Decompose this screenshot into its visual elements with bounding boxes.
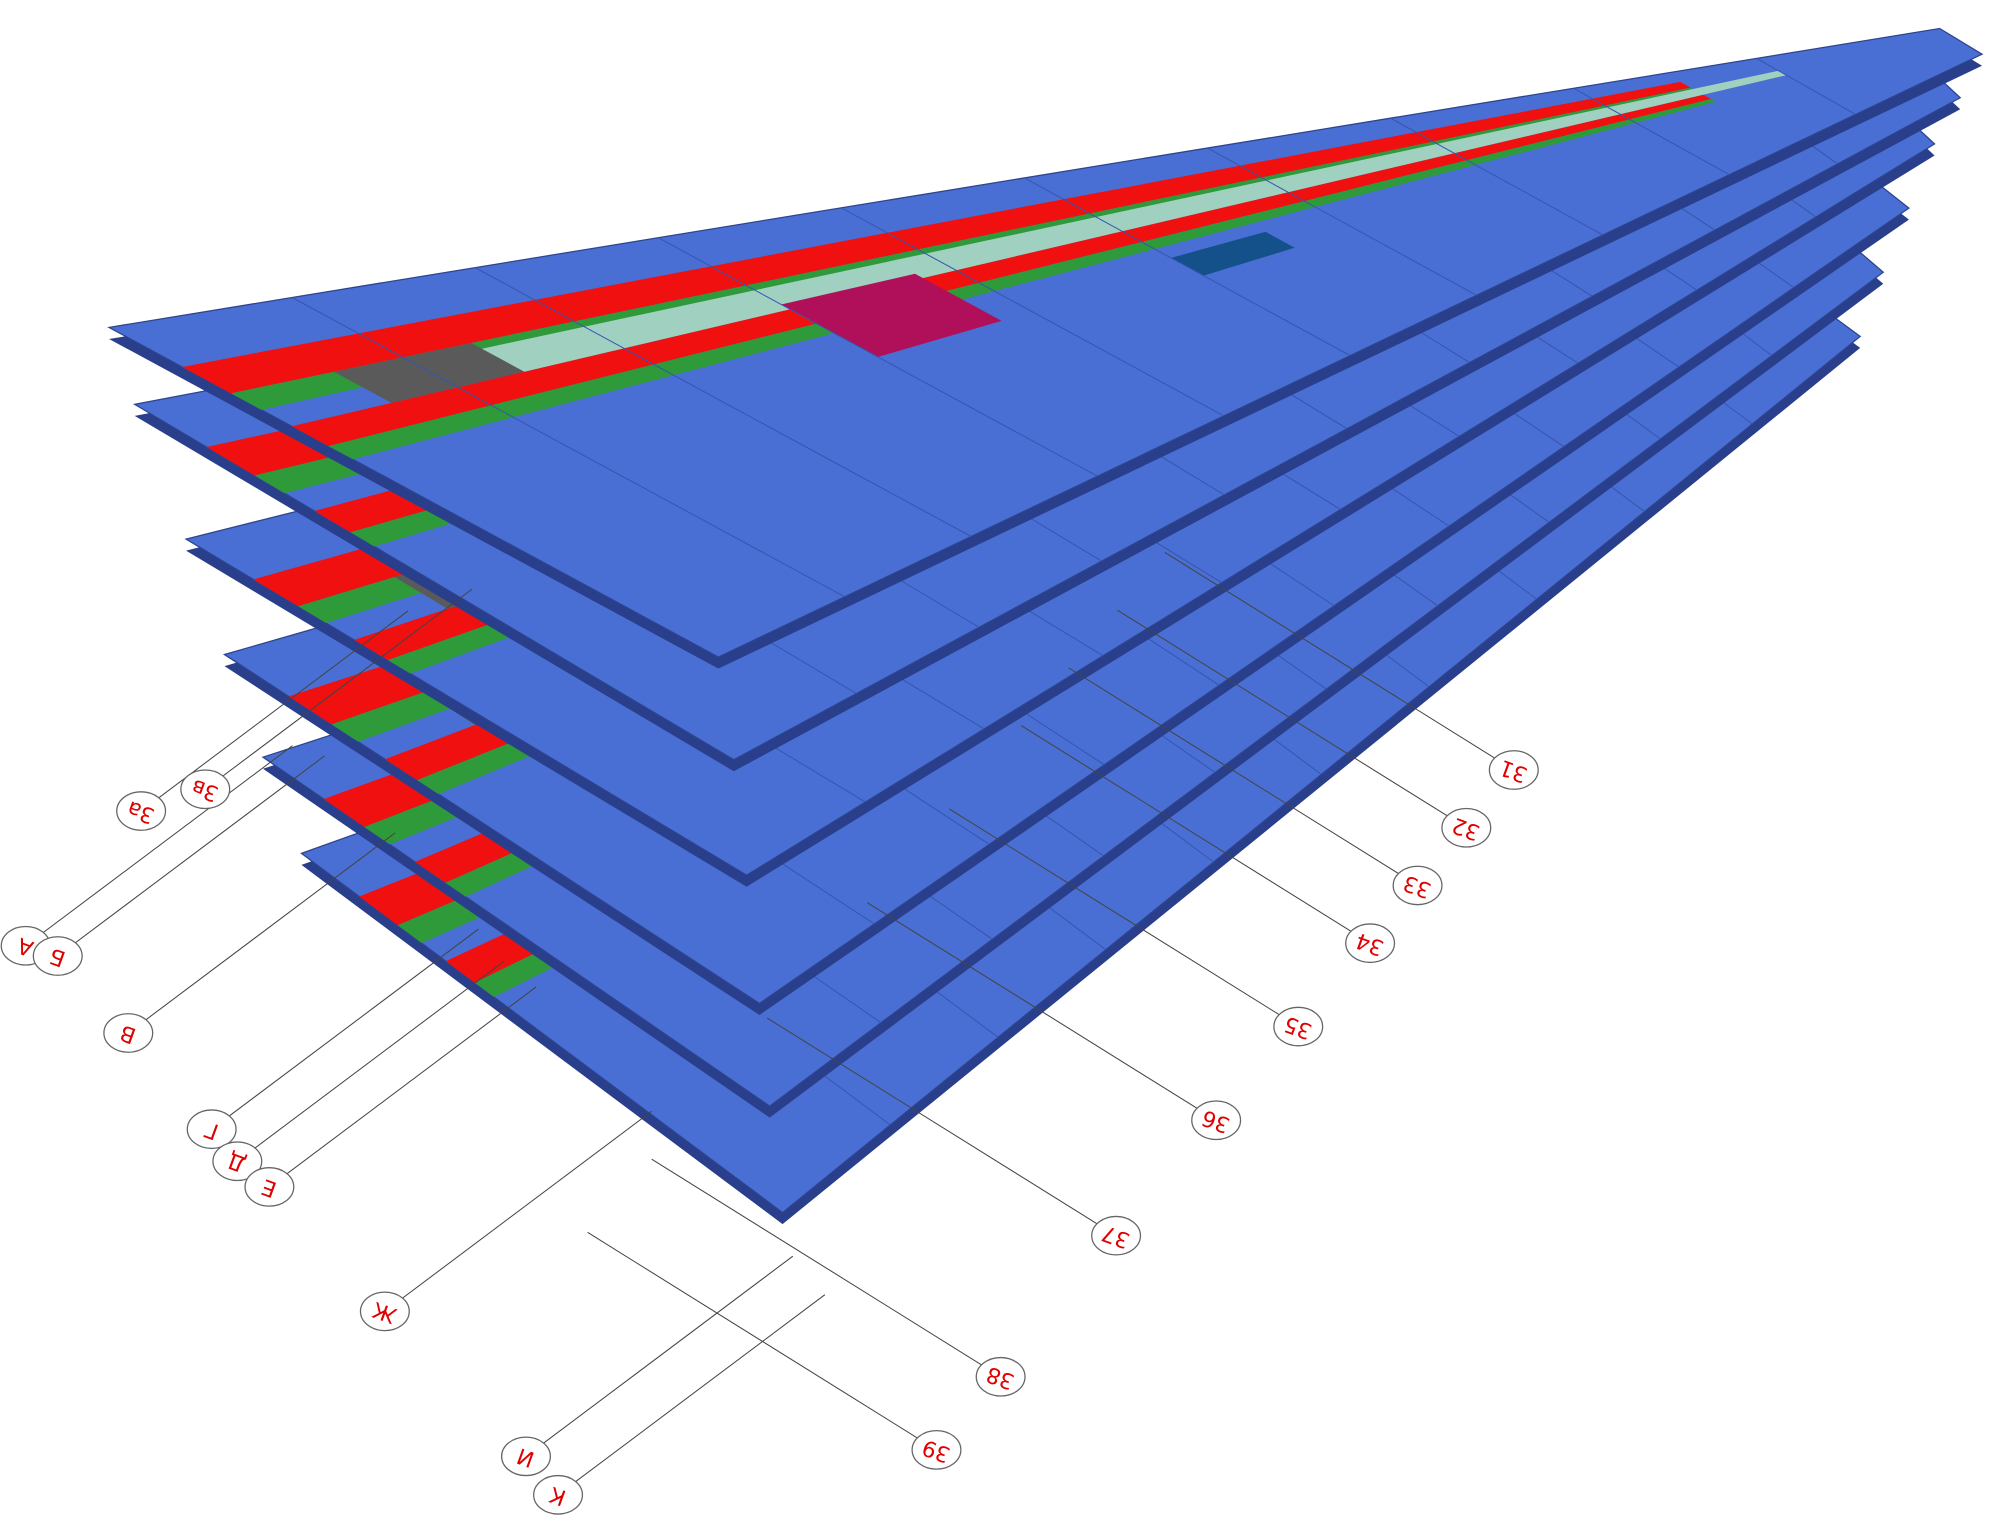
axis-line [949, 808, 1299, 1028]
axis-line [204, 588, 473, 790]
axis-bubble [359, 1291, 410, 1332]
slab-joint [1756, 57, 1856, 115]
slab-joint [1207, 147, 1477, 296]
axis-line [384, 1110, 653, 1312]
axis-bubble [1345, 923, 1396, 964]
slab-joint [1573, 87, 1730, 176]
slab-joint [291, 297, 846, 598]
axis-line [557, 1294, 826, 1496]
axis-line [1117, 609, 1467, 829]
axis-line [269, 986, 537, 1188]
axis-bubble [186, 1109, 237, 1150]
axis-line [237, 960, 505, 1162]
axis-bubble [1488, 750, 1539, 790]
slab-joint [841, 207, 1225, 417]
band-teal [481, 70, 1787, 372]
axis-line [127, 832, 396, 1034]
axis-line [651, 1158, 1001, 1378]
band-red [182, 81, 1691, 394]
axis-line [587, 1231, 937, 1451]
axis-bubble [500, 1436, 551, 1477]
axis-bubble [1441, 807, 1492, 848]
floor-slabs [107, 27, 1984, 1225]
axis-line [766, 1017, 1117, 1237]
floor-level [107, 27, 1984, 669]
axis-line [1164, 551, 1515, 771]
axis-bubble [32, 936, 83, 976]
slab-joint [1024, 177, 1351, 357]
axis-bubble [244, 1167, 295, 1207]
axis-label: И [514, 1442, 538, 1471]
axis-line [211, 928, 479, 1130]
slab-joint [1390, 117, 1604, 236]
band-green [328, 98, 1717, 460]
axis-bubble [116, 791, 167, 831]
band-red [291, 94, 1711, 447]
axis-bubble [911, 1430, 962, 1470]
axis-bubble [1091, 1215, 1142, 1256]
zone-navy [1171, 231, 1295, 276]
slab-joint [474, 267, 972, 537]
axis-bubble [533, 1474, 584, 1515]
axis-bubble [1191, 1100, 1242, 1141]
axis-bubble [103, 1013, 154, 1053]
axis-bubble [180, 769, 231, 810]
axis-bubble [1392, 865, 1443, 906]
axis-bubble [212, 1141, 263, 1182]
axis-bubble [975, 1356, 1026, 1397]
axis-line [1020, 725, 1371, 944]
axis-line [57, 755, 325, 957]
zone-magenta [781, 273, 1002, 357]
slab-joint [657, 237, 1098, 477]
axis-line [866, 902, 1217, 1121]
axis-line [25, 745, 293, 947]
axis-bubble [1273, 1006, 1324, 1047]
band-gray [333, 342, 525, 403]
axis-line [525, 1255, 794, 1457]
axis-line [1068, 667, 1418, 886]
